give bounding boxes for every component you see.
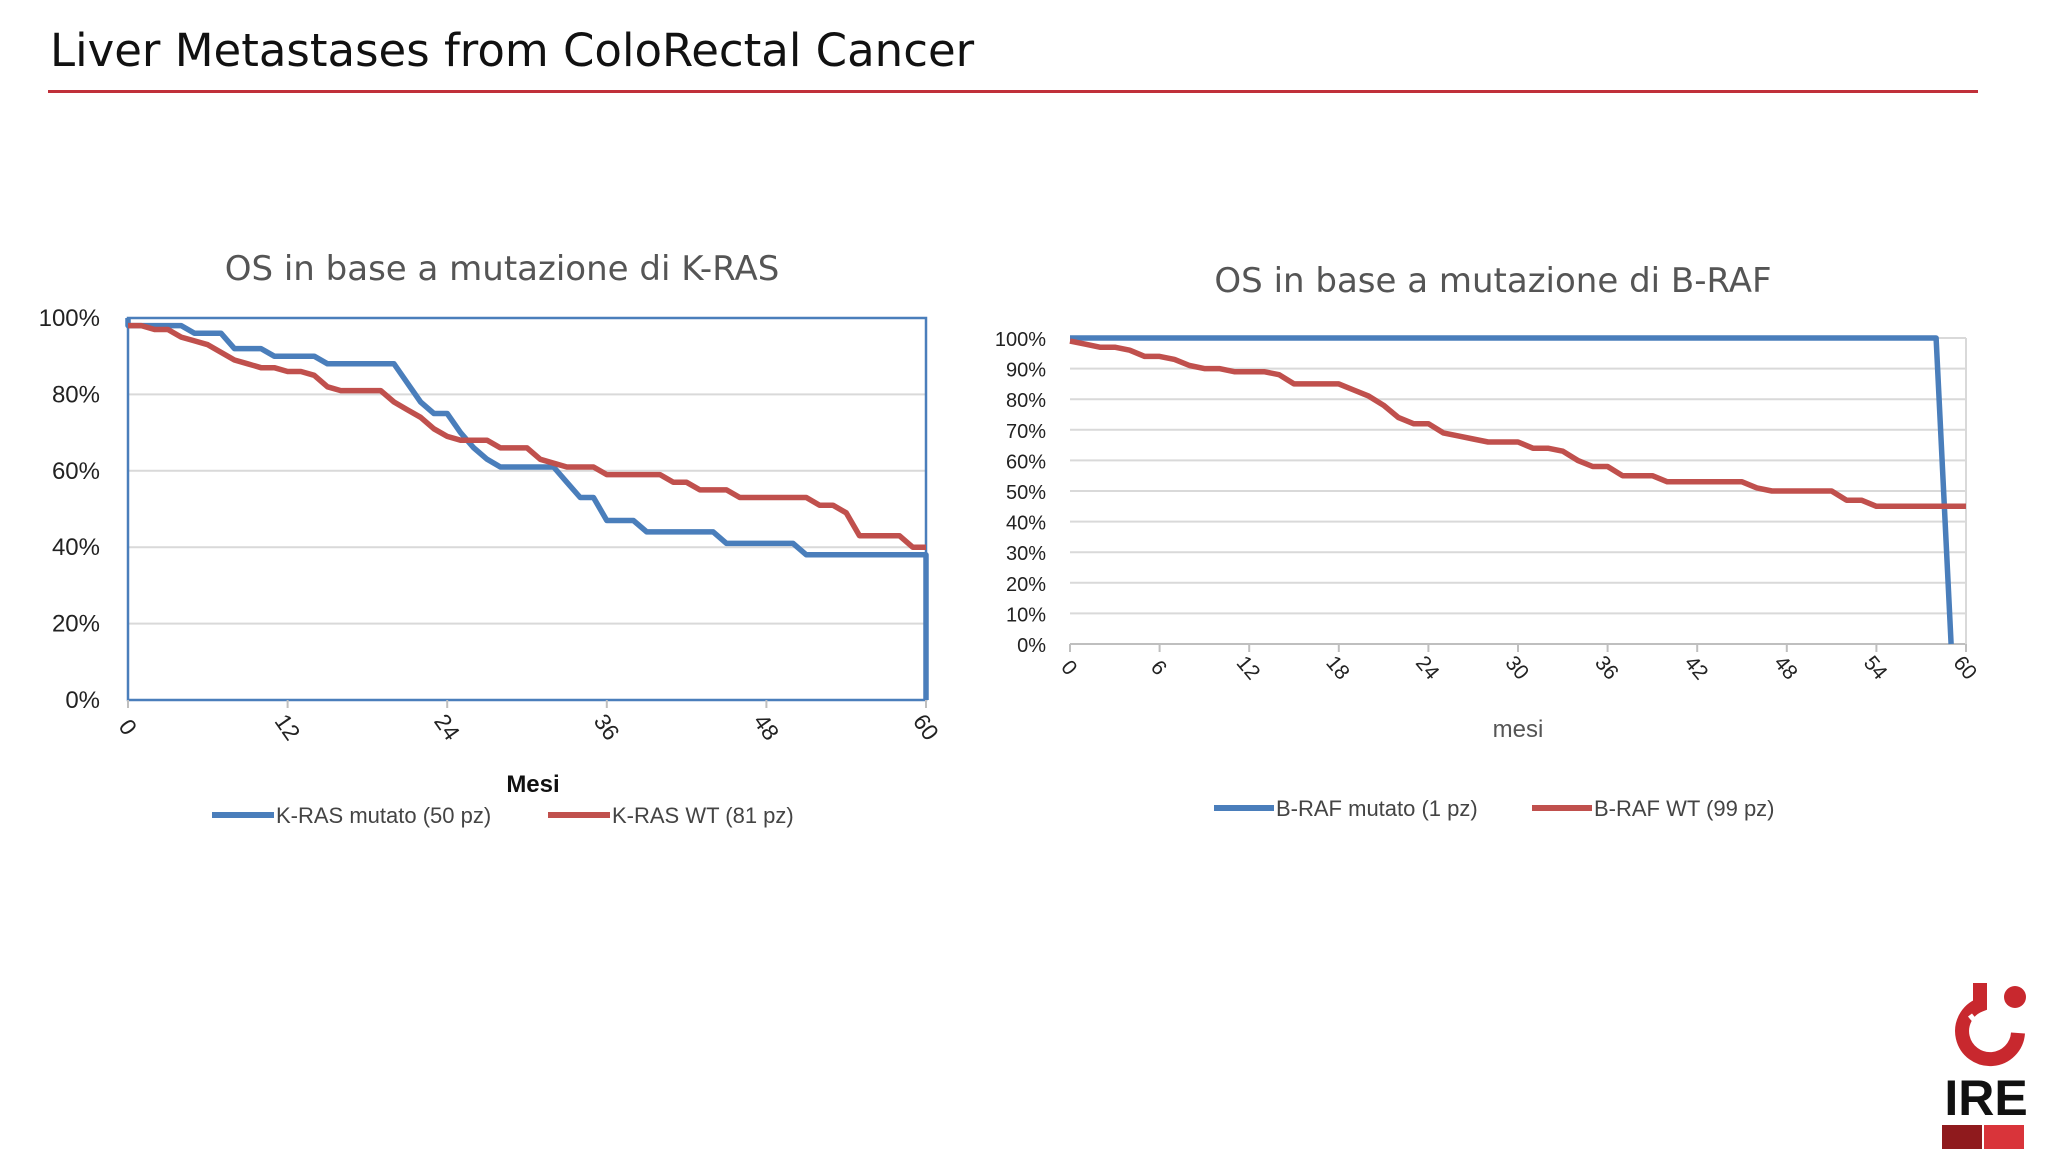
braf-x-tick-label: 48 (1769, 652, 1802, 685)
braf-legend: B-RAF mutato (1 pz) B-RAF WT (99 pz) (1214, 796, 1775, 821)
braf-x-tick-label: 0 (1056, 656, 1081, 680)
kras-y-tick-label: 40% (52, 534, 100, 561)
kras-y-tick-label: 100% (39, 305, 100, 332)
kras-x-axis-title: Mesi (506, 771, 559, 798)
kras-x-tick-label: 24 (429, 709, 465, 745)
ire-logo-icon: IRE (1942, 983, 2028, 1149)
braf-legend-label: B-RAF WT (99 pz) (1594, 796, 1775, 821)
braf-x-tick-label: 30 (1501, 652, 1534, 685)
logo-text: IRE (1944, 1070, 2027, 1126)
braf-x-tick-label: 42 (1680, 652, 1713, 685)
braf-x-tick-label: 18 (1321, 652, 1354, 685)
braf-x-axis-title: mesi (1493, 716, 1544, 743)
braf-series (1069, 335, 1966, 645)
braf-x-tick-label: 24 (1411, 652, 1444, 685)
braf-series-line-1 (1070, 335, 1954, 645)
braf-y-tick-label: 30% (1006, 543, 1046, 565)
kras-y-tick-label: 80% (52, 381, 100, 408)
kras-y-tick-label: 60% (52, 458, 100, 485)
title-divider (48, 90, 1978, 93)
kras-series (125, 318, 929, 700)
braf-y-tick-label: 0% (1017, 635, 1046, 657)
braf-x-tick-label: 54 (1859, 652, 1892, 685)
braf-x-tick-label: 60 (1949, 652, 1982, 685)
braf-x-tick-label: 36 (1590, 652, 1623, 685)
braf-series-line-2 (1069, 338, 1966, 510)
braf-x-axis: 0 6 12 18 24 30 36 42 48 54 60 (1056, 644, 1981, 685)
braf-y-tick-label: 60% (1006, 451, 1046, 473)
braf-y-tick-label: 100% (995, 329, 1046, 351)
braf-y-tick-label: 10% (1006, 604, 1046, 626)
braf-chart-title: OS in base a mutazione di B-RAF (1214, 261, 1771, 301)
braf-y-axis: 0% 10% 20% 30% 40% 50% 60% 70% 80% 90% 100% (995, 329, 1046, 657)
kras-x-tick-label: 36 (589, 709, 625, 745)
braf-chart: OS in base a mutazione di B-RAF 0% 10% 20%… (995, 261, 1981, 821)
kras-x-tick-label: 60 (908, 709, 944, 745)
braf-y-tick-label: 20% (1006, 574, 1046, 596)
kras-y-tick-label: 20% (52, 611, 100, 638)
kras-x-tick-label: 12 (270, 709, 306, 745)
braf-y-tick-label: 40% (1006, 513, 1046, 535)
braf-y-tick-label: 50% (1006, 482, 1046, 504)
kras-y-tick-label: 0% (65, 687, 100, 714)
kras-legend: K-RAS mutato (50 pz) K-RAS WT (81 pz) (212, 803, 794, 828)
kras-plot-frame (126, 316, 928, 702)
braf-x-tick-label: 12 (1232, 652, 1265, 685)
braf-y-tick-label: 80% (1006, 390, 1046, 412)
braf-y-tick-label: 70% (1006, 421, 1046, 443)
slide-title: Liver Metastases from ColoRectal Cancer (50, 24, 975, 77)
kras-legend-label: K-RAS WT (81 pz) (612, 803, 794, 828)
kras-chart-title: OS in base a mutazione di K-RAS (225, 249, 780, 289)
kras-series-line-2 (128, 322, 926, 550)
kras-legend-label: K-RAS mutato (50 pz) (276, 803, 491, 828)
kras-x-tick-label: 0 (114, 714, 143, 739)
kras-chart: OS in base a mutazione di K-RAS 0% 20% 40%… (39, 249, 944, 828)
braf-y-tick-label: 90% (1006, 360, 1046, 382)
kras-grid (126, 316, 928, 702)
kras-y-axis: 0% 20% 40% 60% 80% 100% (39, 305, 100, 714)
braf-x-tick-label: 6 (1146, 656, 1171, 680)
kras-x-tick-label: 48 (748, 709, 784, 745)
kras-x-axis: 0 12 24 36 48 60 (114, 700, 944, 745)
braf-legend-label: B-RAF mutato (1 pz) (1276, 796, 1478, 821)
kras-series-line-1 (125, 318, 929, 700)
